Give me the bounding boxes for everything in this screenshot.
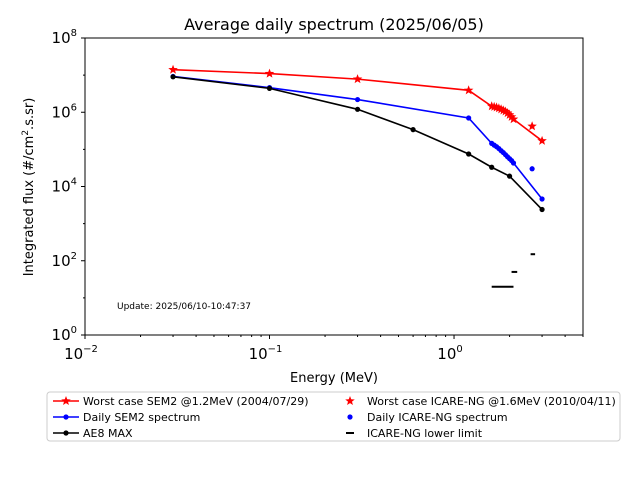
legend-items: Worst case SEM2 @1.2MeV (2004/07/29) Dail… xyxy=(53,395,616,440)
series-2 xyxy=(170,74,545,213)
data-point xyxy=(510,160,517,166)
x-tick-label: 10−1 xyxy=(249,344,283,363)
data-point xyxy=(504,109,515,119)
update-annotation: Update: 2025/06/10-10:47:37 xyxy=(117,302,251,312)
series-0 xyxy=(168,64,547,145)
y-tick-label: 102 xyxy=(52,251,77,270)
data-point xyxy=(529,166,535,172)
y-tick-label: 100 xyxy=(52,325,77,344)
y-axis-label-sup: 2 xyxy=(21,130,31,136)
series-layer xyxy=(168,64,547,288)
axis-ticks: 10−2 10−1 100 100 102 104 106 108 xyxy=(52,28,584,363)
x-axis-label: Energy (MeV) xyxy=(290,371,378,386)
legend-item: Worst case SEM2 @1.2MeV (2004/07/29) xyxy=(53,395,308,408)
y-tick-label: 104 xyxy=(52,177,77,196)
legend-item: ICARE-NG lower limit xyxy=(346,427,483,440)
plot-area xyxy=(84,37,584,336)
legend-item: AE8 MAX xyxy=(53,427,133,440)
x-tick-label: 100 xyxy=(437,344,462,363)
legend-marker xyxy=(345,396,355,406)
legend-item: Daily SEM2 spectrum xyxy=(53,411,200,424)
data-point xyxy=(502,108,513,118)
legend-box xyxy=(46,391,621,442)
legend-marker xyxy=(63,414,69,420)
data-point xyxy=(168,64,178,74)
legend-label: AE8 MAX xyxy=(83,427,133,440)
series-1 xyxy=(170,73,545,202)
data-point xyxy=(539,206,545,213)
legend-label: Worst case ICARE-NG @1.6MeV (2010/04/11) xyxy=(367,395,616,408)
x-tick-label: 10−2 xyxy=(64,344,98,363)
series-line xyxy=(172,76,543,211)
data-point xyxy=(354,96,361,103)
legend-label: Worst case SEM2 @1.2MeV (2004/07/29) xyxy=(83,395,308,408)
data-point xyxy=(508,114,519,124)
legend-item: Daily ICARE-NG spectrum xyxy=(347,411,508,424)
data-point xyxy=(500,106,511,116)
series-line xyxy=(172,75,543,200)
data-point xyxy=(264,68,275,78)
y-tick-label: 108 xyxy=(52,28,77,47)
y-axis-label-main: Integrated flux (#/cm xyxy=(22,136,37,277)
data-point xyxy=(506,173,513,179)
y-axis-label-tail: .s.sr) xyxy=(22,98,37,130)
y-axis-label: Integrated flux (#/cm2.s.sr) xyxy=(21,98,37,277)
legend-marker xyxy=(347,414,353,420)
data-point xyxy=(466,151,472,157)
data-point xyxy=(170,74,176,80)
series-4 xyxy=(529,166,535,172)
data-point xyxy=(463,85,474,95)
legend-label: ICARE-NG lower limit xyxy=(367,427,483,440)
legend-label: Daily SEM2 spectrum xyxy=(83,411,200,424)
legend: Worst case SEM2 @1.2MeV (2004/07/29) Dail… xyxy=(46,391,621,442)
legend-item: Worst case ICARE-NG @1.6MeV (2010/04/11) xyxy=(345,395,616,408)
data-point xyxy=(410,127,416,133)
data-point xyxy=(354,106,361,112)
data-point xyxy=(527,121,537,131)
legend-label: Daily ICARE-NG spectrum xyxy=(367,411,508,424)
series-5 xyxy=(491,253,536,288)
data-point xyxy=(266,85,273,91)
y-tick-label: 106 xyxy=(52,102,77,121)
legend-marker xyxy=(61,396,71,406)
data-point xyxy=(539,196,545,202)
chart-title: Average daily spectrum (2025/06/05) xyxy=(184,15,484,34)
legend-marker xyxy=(63,430,69,436)
data-point xyxy=(506,111,517,121)
data-point xyxy=(537,135,547,145)
data-point xyxy=(466,115,472,121)
data-point xyxy=(352,74,363,84)
data-point xyxy=(489,164,495,170)
series-3 xyxy=(527,121,537,131)
